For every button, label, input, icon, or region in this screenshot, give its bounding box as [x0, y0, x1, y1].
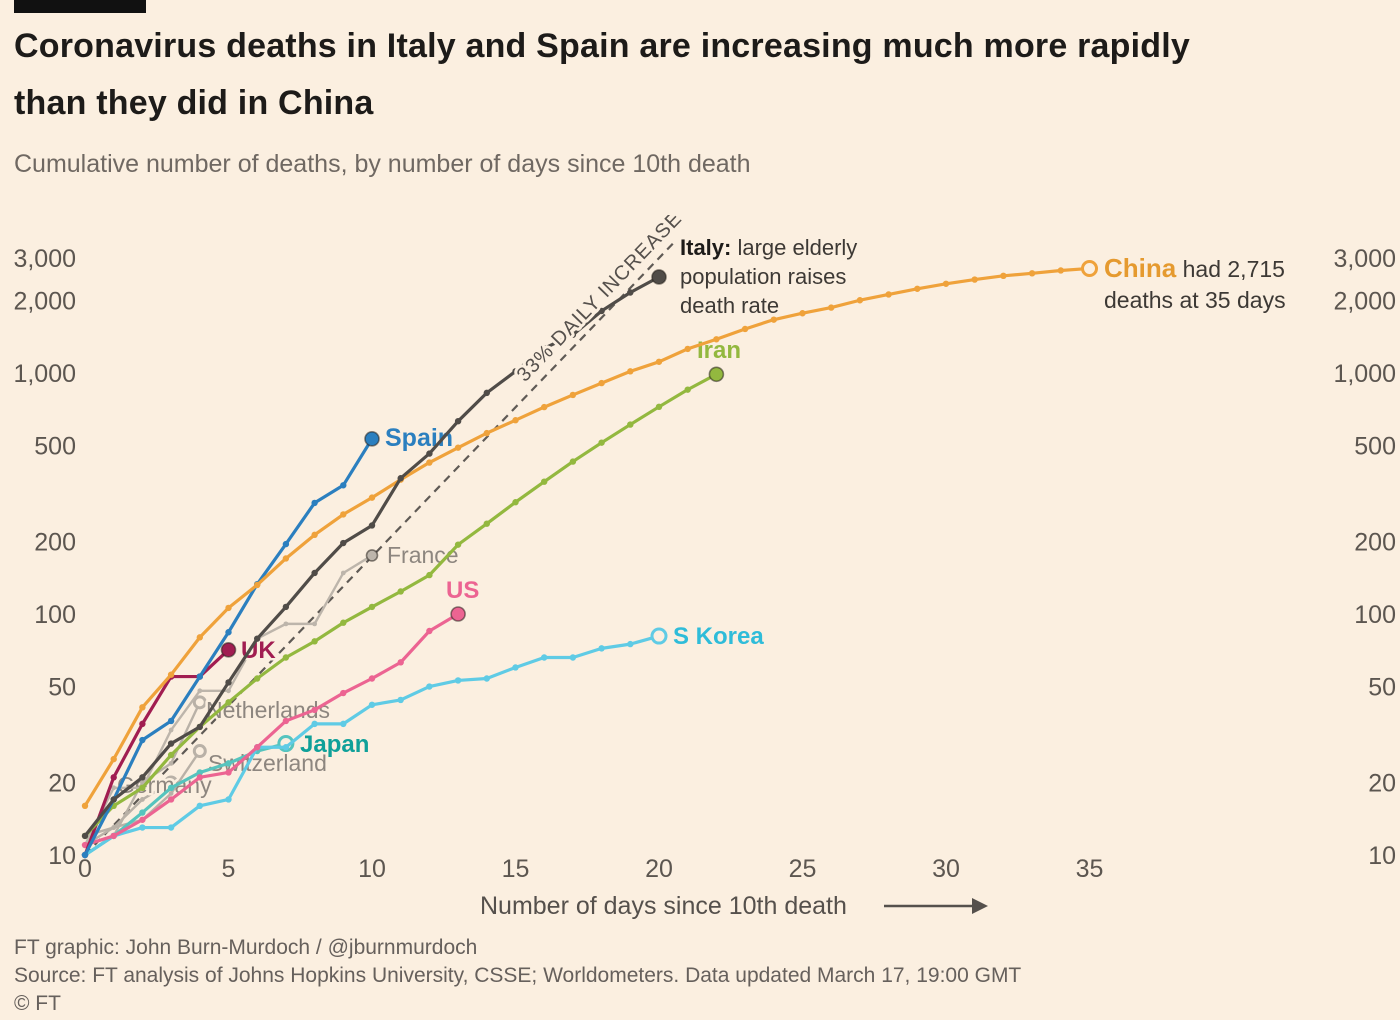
y-tick-right: 200: [1354, 528, 1396, 556]
label-iran: Iran: [697, 337, 741, 364]
end-marker-uk: [220, 642, 237, 658]
y-tick-right: 20: [1368, 769, 1396, 797]
end-marker-france: [365, 549, 379, 562]
y-tick-left: 2,000: [13, 287, 76, 315]
x-tick: 15: [502, 855, 530, 883]
y-tick-left: 1,000: [13, 360, 76, 388]
label-s-korea: S Korea: [673, 623, 764, 650]
footer: FT graphic: John Burn-Murdoch / @jburnmu…: [14, 934, 1021, 1018]
x-tick: 20: [645, 855, 673, 883]
growth-reference-line: [84, 239, 678, 856]
y-tick-right: 10: [1368, 842, 1396, 870]
annotation-italy-note-line1: Italy: large elderly: [680, 235, 857, 260]
x-tick: 10: [358, 855, 386, 883]
y-tick-left: 100: [34, 601, 76, 629]
y-tick-right: 3,000: [1333, 245, 1396, 273]
credit-line: FT graphic: John Burn-Murdoch / @jburnmu…: [14, 936, 478, 959]
end-marker-us: [450, 606, 466, 622]
end-marker-netherlands: [192, 695, 207, 710]
annotation-italy-note-line2: population raises: [680, 264, 846, 289]
end-marker-china: [1081, 259, 1098, 277]
label-japan: Japan: [300, 731, 369, 758]
page-title-line2: than they did in China: [14, 84, 374, 122]
source-line: Source: FT analysis of Johns Hopkins Uni…: [14, 964, 1022, 987]
label-us: US: [446, 577, 479, 604]
y-tick-left: 10: [48, 842, 76, 870]
end-marker-s-korea: [650, 627, 668, 645]
page-title-line1: Coronavirus deaths in Italy and Spain ar…: [14, 27, 1190, 65]
x-axis-arrowhead: [972, 898, 988, 914]
x-tick: 5: [222, 855, 236, 883]
y-tick-right: 50: [1368, 674, 1396, 702]
y-tick-right: 100: [1354, 601, 1396, 629]
series-italy: [81, 269, 667, 840]
y-tick-left: 200: [34, 528, 76, 556]
y-tick-left: 500: [34, 433, 76, 461]
annotation-china-note-line2: deaths at 35 days: [1104, 287, 1286, 313]
ft-top-bar: [14, 0, 146, 13]
series-china: [81, 259, 1098, 810]
copyright: © FT: [14, 992, 61, 1015]
x-tick: 35: [1076, 855, 1104, 883]
y-tick-right: 2,000: [1333, 287, 1396, 315]
end-marker-italy: [651, 269, 667, 285]
y-tick-left: 50: [48, 674, 76, 702]
series-iran: Iran: [81, 335, 744, 840]
series-us: US: [81, 575, 482, 849]
y-tick-right: 1,000: [1333, 360, 1396, 388]
end-marker-iran: [708, 366, 725, 383]
end-marker-switzerland: [192, 744, 207, 759]
page-title: Coronavirus deaths in Italy and Spain ar…: [14, 18, 1190, 132]
end-marker-spain: [364, 431, 380, 447]
y-tick-left: 20: [48, 769, 76, 797]
annotation-italy-note-line3: death rate: [680, 293, 779, 318]
chart-subtitle: Cumulative number of deaths, by number o…: [14, 150, 751, 178]
y-tick-left: 3,000: [13, 245, 76, 273]
annotation-china-note-line1: China had 2,715: [1104, 253, 1285, 283]
x-tick: 0: [78, 855, 92, 883]
x-tick: 25: [789, 855, 817, 883]
x-axis-title: Number of days since 10th death: [480, 892, 847, 920]
x-tick: 30: [932, 855, 960, 883]
y-tick-right: 500: [1354, 433, 1396, 461]
series-spain: Spain: [81, 422, 456, 859]
